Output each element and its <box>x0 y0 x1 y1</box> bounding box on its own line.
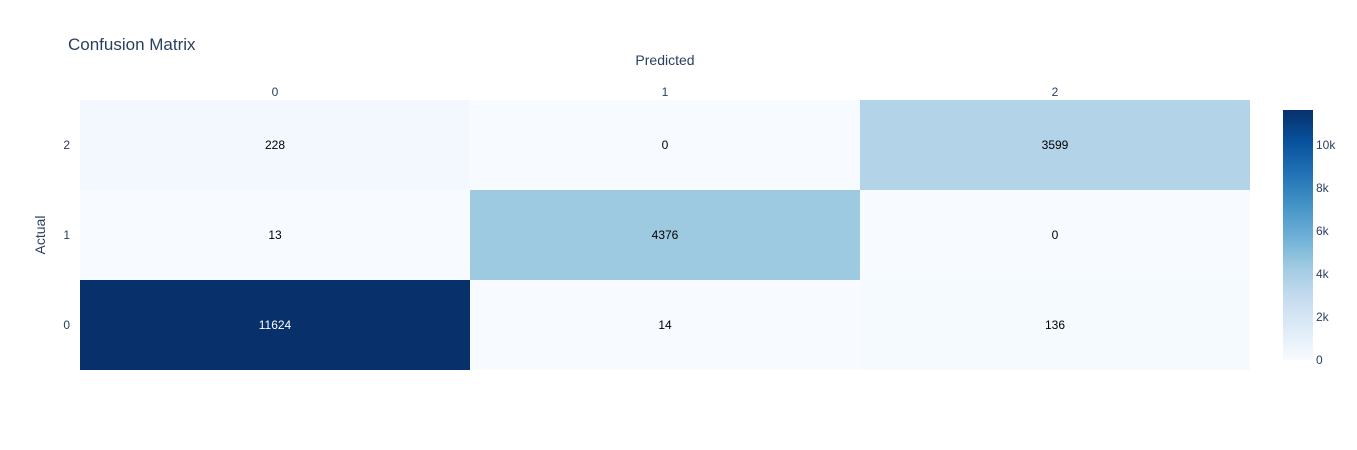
colorbar-tick-label: 6k <box>1316 224 1330 238</box>
heatmap-cell <box>860 190 1250 280</box>
x-tick-label: 0 <box>272 85 279 99</box>
x-tick-labels: 0 1 2 <box>272 85 1059 99</box>
y-tick-label: 1 <box>63 228 70 242</box>
cell-value-label: 0 <box>1052 228 1059 242</box>
cell-value-label: 3599 <box>1042 138 1069 152</box>
cell-value-label: 4376 <box>652 228 679 242</box>
heatmap-cell <box>470 100 860 190</box>
colorbar-tick-label: 10k <box>1316 138 1336 152</box>
x-tick-label: 1 <box>662 85 669 99</box>
colorbar-tick-label: 8k <box>1316 181 1330 195</box>
x-tick-label: 2 <box>1052 85 1059 99</box>
colorbar-tick-label: 4k <box>1316 267 1330 281</box>
cell-value-label: 0 <box>662 138 669 152</box>
y-tick-label: 0 <box>63 318 70 332</box>
colorbar-gradient <box>1283 110 1313 360</box>
colorbar-tick-label: 0 <box>1316 353 1323 367</box>
colorbar-tick-labels: 0 2k 4k 6k 8k 10k <box>1316 138 1336 367</box>
cell-value-label: 136 <box>1045 318 1065 332</box>
chart-title: Confusion Matrix <box>68 35 196 54</box>
heatmap-cell <box>860 100 1250 190</box>
cell-value-label: 11624 <box>259 318 292 332</box>
heatmap-cells: 11624 14 136 13 4376 0 228 0 3599 <box>80 100 1250 370</box>
heatmap-cell <box>470 280 860 370</box>
y-tick-label: 2 <box>63 138 70 152</box>
x-axis-title: Predicted <box>635 52 694 68</box>
cell-value-label: 14 <box>658 318 672 332</box>
cell-value-label: 228 <box>265 138 285 152</box>
heatmap-cell <box>860 280 1250 370</box>
y-axis-title: Actual <box>32 216 48 255</box>
y-tick-labels: 0 1 2 <box>63 138 70 332</box>
colorbar: 0 2k 4k 6k 8k 10k <box>1283 110 1336 367</box>
cell-value-label: 13 <box>268 228 282 242</box>
heatmap-cell <box>80 190 470 280</box>
heatmap-cell <box>470 190 860 280</box>
heatmap-cell <box>80 100 470 190</box>
heatmap-cell <box>80 280 470 370</box>
colorbar-tick-label: 2k <box>1316 310 1330 324</box>
